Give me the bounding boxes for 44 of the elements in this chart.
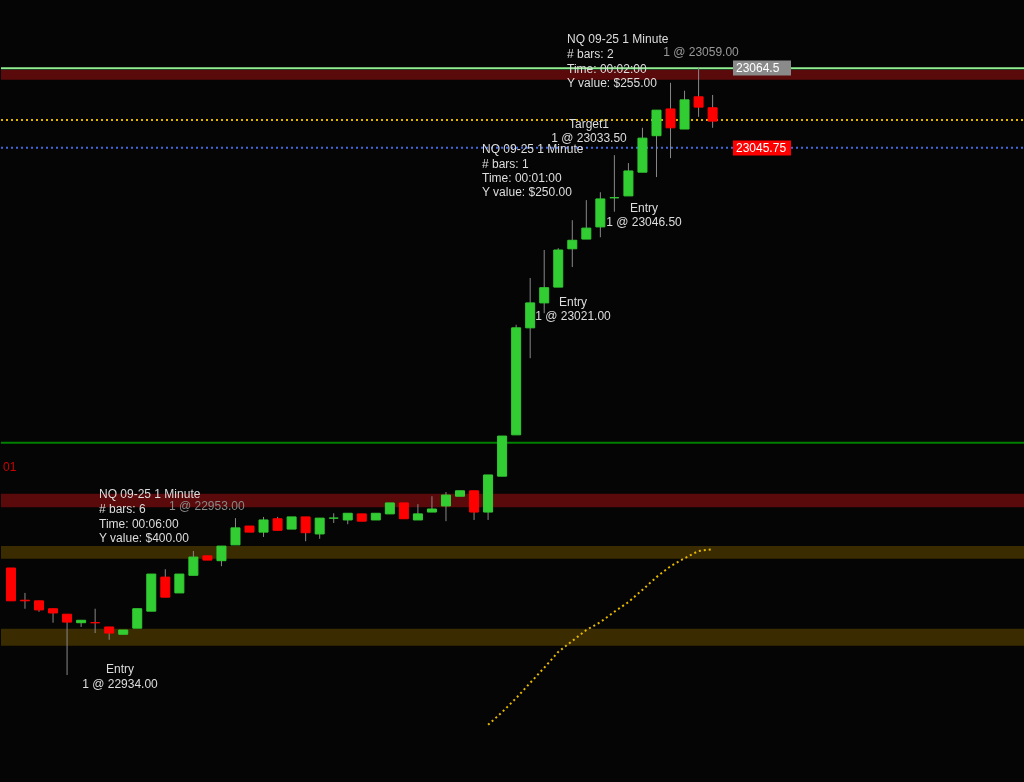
candlestick — [440, 491, 451, 522]
annotation: Entry — [558, 295, 588, 309]
candlestick — [426, 495, 437, 513]
candlestick — [581, 199, 592, 240]
candlestick — [76, 619, 87, 628]
text: # bars: 2 — [567, 47, 615, 61]
candlestick — [567, 219, 578, 268]
text: 1 @ 22934.00 — [82, 677, 159, 691]
candlestick — [693, 66, 704, 118]
candlestick — [230, 517, 241, 546]
annotation: # bars: 6 — [99, 502, 147, 516]
candlestick — [132, 608, 143, 629]
text: 1 @ 23059.00 — [663, 45, 740, 59]
candlestick — [216, 545, 227, 567]
annotation: Entry — [629, 201, 659, 215]
annotation: 1 @ 23021.00 — [535, 309, 612, 323]
annotation: 1 @ 23033.50 — [551, 131, 628, 145]
candlestick — [160, 568, 171, 598]
annotation: Entry — [105, 662, 135, 676]
annotation: NQ 09-25 1 Minute — [99, 487, 201, 501]
annotation: Y value: $255.00 — [567, 76, 658, 90]
candlestick — [48, 608, 59, 624]
candlestick — [258, 516, 269, 538]
candlestick — [665, 82, 676, 159]
annotation: 01 — [3, 460, 17, 474]
candlestick — [707, 94, 718, 129]
candlestick — [188, 550, 199, 576]
candlestick — [314, 517, 325, 540]
annotation: Target1 — [568, 117, 610, 131]
annotation: 1 @ 23046.50 — [606, 215, 683, 229]
annotation: NQ 09-25 1 Minute — [482, 142, 584, 156]
annotation: Y value: $400.00 — [99, 531, 190, 545]
annotation: Time: 00:06:00 — [99, 517, 179, 531]
candlestick — [174, 573, 185, 594]
text: NQ 09-25 1 Minute — [567, 32, 669, 46]
text: 23064.5 — [736, 61, 780, 75]
candlestick — [412, 503, 423, 521]
candlestick — [469, 490, 480, 521]
annotation: Time: 00:01:00 — [482, 171, 562, 185]
candlestick — [300, 516, 311, 542]
candlestick — [62, 613, 73, 676]
text: 23045.75 — [736, 141, 787, 155]
annotation: # bars: 1 — [482, 157, 530, 171]
annotation: Y value: $250.00 — [482, 185, 573, 199]
